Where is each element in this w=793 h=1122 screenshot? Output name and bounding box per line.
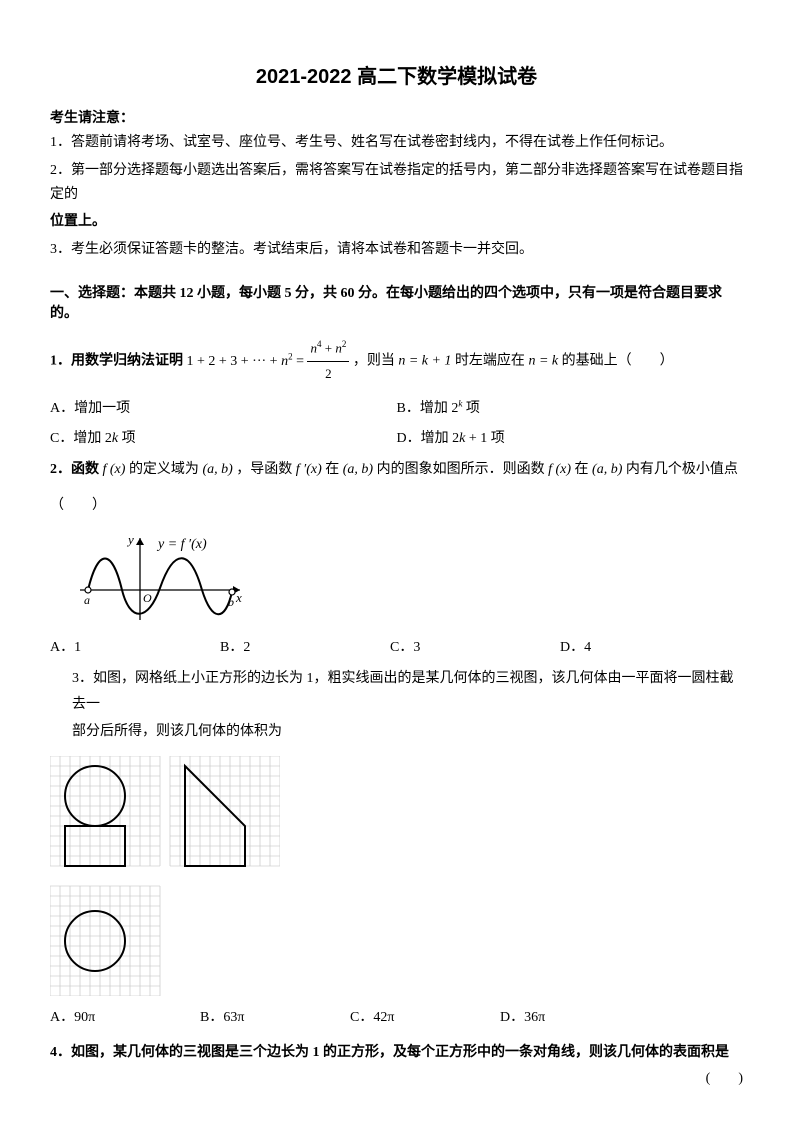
q2-text-g: 内有几个极小值点	[626, 462, 738, 477]
q4-blank: ( )	[706, 1066, 743, 1093]
q2-text-e: 内的图象如图所示．则函数	[377, 462, 549, 477]
exam-page: 2021-2022 高二下数学模拟试卷 考生请注意： 1．答题前请将考场、试室号…	[0, 0, 793, 1122]
q3-views-svg	[50, 756, 280, 996]
q3-options: A．90π B．63π C．42π D．36π	[50, 1006, 743, 1026]
notice-2a: 2．第一部分选择题每小题选出答案后，需将答案写在试卷指定的括号内，第二部分非选择…	[50, 159, 743, 207]
q2-ab3: (a, b)	[592, 462, 622, 477]
q3-line2: 部分后所得，则该几何体的体积为	[72, 724, 282, 739]
q1-option-a: A．增加一项	[50, 397, 397, 417]
q1-fraction: n4 + n2 2	[307, 336, 349, 387]
q4-text: 4．如图，某几何体的三视图是三个边长为 1 的正方形，及每个正方形中的一条对角线…	[50, 1045, 729, 1060]
q1-prefix: 1．用数学归纳法证明	[50, 354, 187, 369]
q1-options-row2: C．增加 2k 项 D．增加 2k + 1 项	[50, 427, 743, 447]
question-3: 3．如图，网格纸上小正方形的边长为 1，粗实线画出的是某几何体的三视图，该几何体…	[50, 666, 743, 746]
svg-text:y: y	[126, 532, 134, 547]
svg-text:a: a	[84, 593, 90, 607]
q2-blank: （ ）	[50, 493, 743, 520]
question-2: 2．函数 f (x) 的定义域为 (a, b) ，导函数 f ′(x) 在 (a…	[50, 457, 743, 484]
notice-3: 3．考生必须保证答题卡的整洁。考试结束后，请将本试卷和答题卡一并交回。	[50, 238, 743, 262]
q3-option-b: B．63π	[200, 1006, 350, 1026]
q2-option-d: D．4	[560, 636, 730, 656]
q1-cond: n = k + 1	[398, 354, 451, 369]
q2-text-d: 在	[325, 462, 343, 477]
section-1-header: 一、选择题：本题共 12 小题，每小题 5 分，共 60 分。在每小题给出的四个…	[50, 282, 743, 322]
q2-text-b: 的定义域为	[129, 462, 203, 477]
q1-option-c: C．增加 2k 项	[50, 427, 397, 447]
question-1: 1．用数学归纳法证明 1 + 2 + 3 + ··· + n2 = n4 + n…	[50, 336, 743, 387]
page-title: 2021-2022 高二下数学模拟试卷	[50, 60, 743, 89]
svg-text:y = f ′(x): y = f ′(x)	[156, 537, 207, 552]
notice-2a-text: 2．第一部分选择题每小题选出答案后，需将答案写在试卷指定的括号内，第二部分非选择…	[50, 163, 743, 202]
q1-options-row1: A．增加一项 B．增加 2k 项	[50, 397, 743, 417]
q3-line1: 3．如图，网格纸上小正方形的边长为 1，粗实线画出的是某几何体的三视图，该几何体…	[72, 671, 734, 713]
q2-options: A．1 B．2 C．3 D．4	[50, 636, 743, 656]
q1-base: n = k	[528, 354, 558, 369]
q3-option-d: D．36π	[500, 1006, 650, 1026]
svg-text:x: x	[235, 590, 242, 605]
q1-lhs: 1 + 2 + 3 + ··· + n2 =	[187, 354, 308, 369]
q2-text-a: 2．函数	[50, 462, 103, 477]
q1-option-b: B．增加 2k 项	[397, 397, 744, 417]
q2-ab2: (a, b)	[343, 462, 373, 477]
notice-header: 考生请注意：	[50, 107, 743, 127]
q2-graph: y y = f ′(x) x a b O	[70, 530, 743, 630]
q2-option-c: C．3	[390, 636, 560, 656]
q3-option-a: A．90π	[50, 1006, 200, 1026]
q1-mid2: 时左端应在	[455, 354, 529, 369]
q1-mid: ，则当	[353, 354, 399, 369]
q3-views	[50, 756, 743, 996]
q2-ab1: (a, b)	[202, 462, 232, 477]
q2-fx: f (x)	[103, 462, 126, 477]
q1-option-d: D．增加 2k + 1 项	[397, 427, 744, 447]
svg-text:O: O	[143, 591, 152, 605]
q3-option-c: C．42π	[350, 1006, 500, 1026]
q2-option-b: B．2	[220, 636, 390, 656]
q2-fpx: f ′(x)	[296, 462, 322, 477]
q1-suffix: 的基础上（ ）	[562, 354, 674, 369]
q2-option-a: A．1	[50, 636, 220, 656]
notice-1: 1．答题前请将考场、试室号、座位号、考生号、姓名写在试卷密封线内，不得在试卷上作…	[50, 131, 743, 155]
q2-fx2: f (x)	[548, 462, 571, 477]
q2-text-f: 在	[575, 462, 593, 477]
svg-text:b: b	[228, 595, 234, 609]
question-4: 4．如图，某几何体的三视图是三个边长为 1 的正方形，及每个正方形中的一条对角线…	[50, 1040, 743, 1067]
q2-text-c: ，导函数	[236, 462, 296, 477]
notice-2b: 位置上。	[50, 210, 743, 234]
q2-graph-svg: y y = f ′(x) x a b O	[70, 530, 250, 630]
